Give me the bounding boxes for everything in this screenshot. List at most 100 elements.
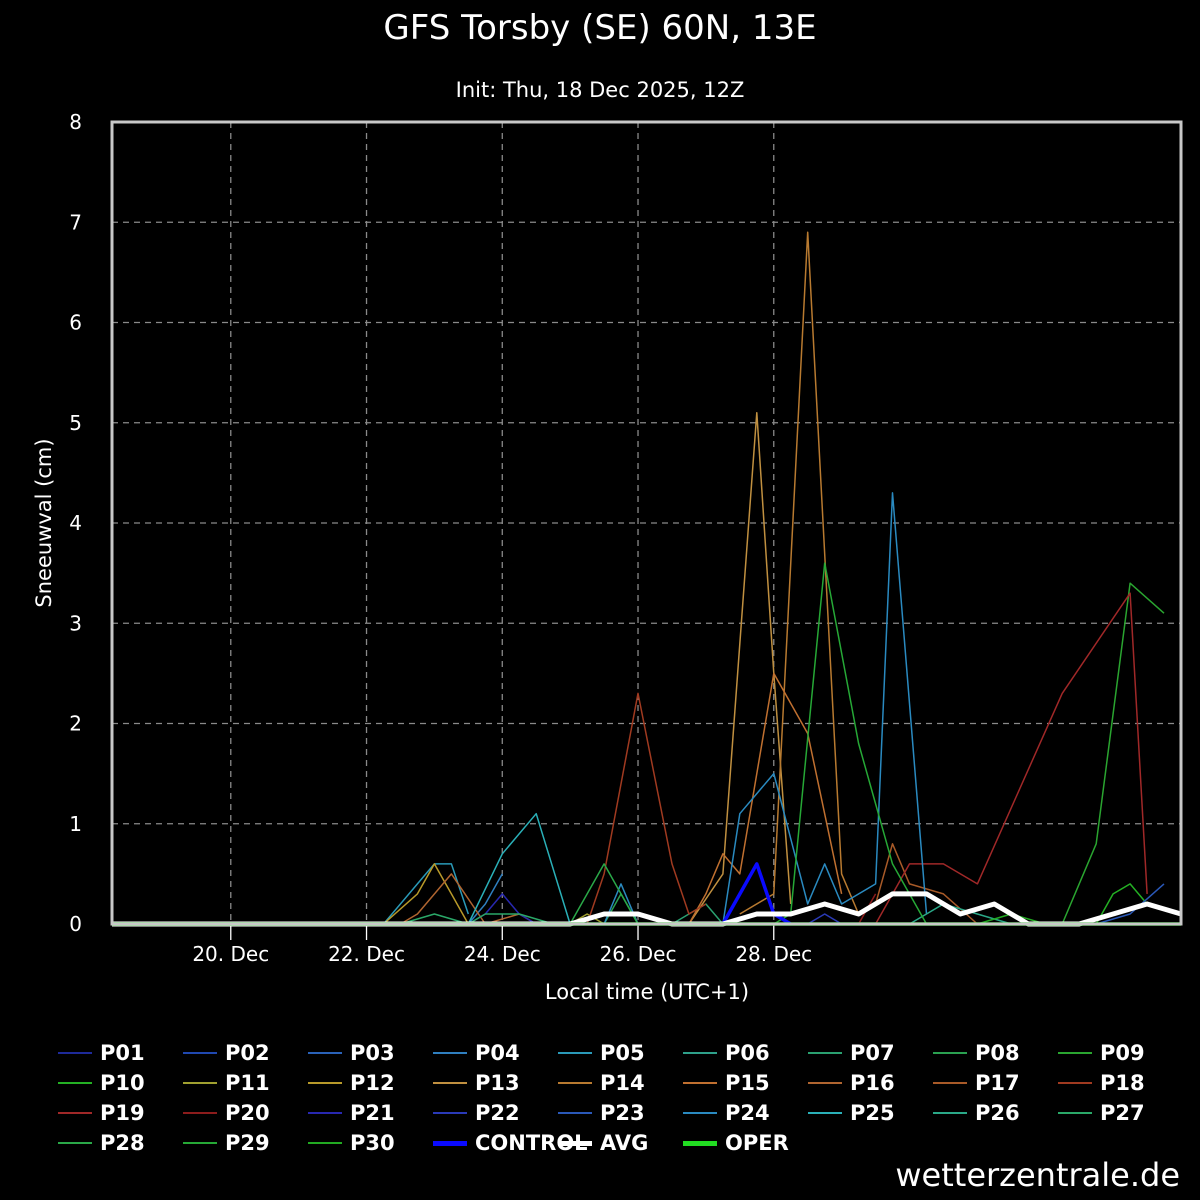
series-line-p28 (569, 863, 639, 925)
legend-swatch (183, 1112, 217, 1114)
legend-label: P15 (725, 1071, 770, 1095)
legend-item-p22: P22 (433, 1100, 520, 1126)
legend-label: P27 (1100, 1101, 1145, 1125)
legend-swatch (433, 1082, 467, 1084)
legend-swatch (558, 1082, 592, 1084)
legend-swatch (308, 1052, 342, 1054)
plot-frame (110, 120, 1183, 926)
legend-swatch (558, 1140, 592, 1146)
legend-item-p02: P02 (183, 1040, 270, 1066)
legend-item-p04: P04 (433, 1040, 520, 1066)
site-credit: wetterzentrale.de (895, 1156, 1180, 1194)
legend-item-p07: P07 (808, 1040, 895, 1066)
legend-item-p12: P12 (308, 1070, 395, 1096)
x-axis-label: Local time (UTC+1) (544, 980, 750, 1004)
legend-label: P05 (600, 1041, 645, 1065)
series-line-p12 (383, 863, 469, 925)
legend-label: P04 (475, 1041, 520, 1065)
legend-item-p05: P05 (558, 1040, 645, 1066)
legend-label: AVG (600, 1131, 649, 1155)
legend-label: P13 (475, 1071, 520, 1095)
legend-label: P23 (600, 1101, 645, 1125)
y-tick-label: 8 (69, 110, 82, 134)
legend-label: P20 (225, 1101, 270, 1125)
y-tick-label: 2 (69, 712, 82, 736)
series-line-p17 (874, 843, 978, 925)
chart-svg: 0 1 2 3 4 5 6 7 8 20. Dec 22. Dec 24. Dec 26. Dec 28.… (69, 110, 1183, 966)
legend-swatch (683, 1052, 717, 1054)
legend-swatch (183, 1082, 217, 1084)
legend-swatch (683, 1140, 717, 1146)
legend-label: P14 (600, 1071, 645, 1095)
legend-label: P25 (850, 1101, 895, 1125)
chart-title: GFS Torsby (SE) 60N, 13E (383, 8, 817, 48)
legend-swatch (308, 1082, 342, 1084)
series-line-p13 (688, 411, 792, 925)
legend-swatch (308, 1112, 342, 1114)
series-line-p10 (1095, 883, 1148, 925)
legend-label: P16 (850, 1071, 895, 1095)
legend-swatch (808, 1052, 842, 1054)
legend-item-avg: AVG (558, 1130, 648, 1156)
plot-area (112, 122, 1181, 924)
series-line-p22 (807, 913, 842, 925)
series-line-p18 (586, 692, 707, 925)
legend-item-p08: P08 (933, 1040, 1020, 1066)
legend-label: P03 (350, 1041, 395, 1065)
legend-item-p24: P24 (683, 1100, 770, 1126)
y-tick-label: 3 (69, 611, 82, 635)
legend-label: P12 (350, 1071, 395, 1095)
legend-item-p29: P29 (183, 1130, 270, 1156)
legend-item-p16: P16 (808, 1070, 895, 1096)
legend-label: P17 (975, 1071, 1020, 1095)
legend-swatch (58, 1052, 92, 1054)
x-tick-label: 28. Dec (735, 942, 812, 966)
legend-swatch (1058, 1052, 1092, 1054)
series-line-p23 (1095, 883, 1165, 925)
series-line-control (721, 862, 792, 926)
x-tick-label: 22. Dec (328, 942, 405, 966)
legend-label: P21 (350, 1101, 395, 1125)
chart-subtitle: Init: Thu, 18 Dec 2025, 12Z (455, 78, 745, 102)
legend-item-p25: P25 (808, 1100, 895, 1126)
legend-swatch (58, 1142, 92, 1144)
legend-swatch (433, 1140, 467, 1146)
legend-swatch (308, 1142, 342, 1144)
series-line-p24 (603, 492, 928, 925)
legend-swatch (933, 1052, 967, 1054)
legend-label: P10 (100, 1071, 145, 1095)
legend-swatch (1058, 1112, 1092, 1114)
legend-swatch (58, 1082, 92, 1084)
legend-label: P08 (975, 1041, 1020, 1065)
legend-label: P30 (350, 1131, 395, 1155)
series-line-p27 (400, 913, 554, 925)
legend-label: P29 (225, 1131, 270, 1155)
legend-swatch (683, 1082, 717, 1084)
legend-swatch (433, 1052, 467, 1054)
legend-label: P09 (1100, 1041, 1145, 1065)
series-line-p14 (739, 231, 860, 915)
legend-swatch (1058, 1082, 1092, 1084)
legend-item-p17: P17 (933, 1070, 1020, 1096)
legend-item-p09: P09 (1058, 1040, 1145, 1066)
legend-label: P01 (100, 1041, 145, 1065)
series-line-p04 (467, 873, 503, 925)
legend-label: P06 (725, 1041, 770, 1065)
legend-item-p23: P23 (558, 1100, 645, 1126)
legend-item-p30: P30 (308, 1130, 395, 1156)
legend-swatch (433, 1112, 467, 1114)
y-tick-label: 6 (69, 311, 82, 335)
legend-item-p10: P10 (58, 1070, 145, 1096)
legend-label: P19 (100, 1101, 145, 1125)
legend-item-p03: P03 (308, 1040, 395, 1066)
y-axis-label: Sneeuwval (cm) (32, 438, 56, 608)
legend-item-p01: P01 (58, 1040, 145, 1066)
y-tick-label: 4 (69, 511, 82, 535)
legend-item-p19: P19 (58, 1100, 145, 1126)
legend-label: OPER (725, 1131, 789, 1155)
legend-label: P18 (1100, 1071, 1145, 1095)
legend-swatch (183, 1052, 217, 1054)
legend-label: P24 (725, 1101, 770, 1125)
y-tick-label: 5 (69, 411, 82, 435)
legend-label: P28 (100, 1131, 145, 1155)
